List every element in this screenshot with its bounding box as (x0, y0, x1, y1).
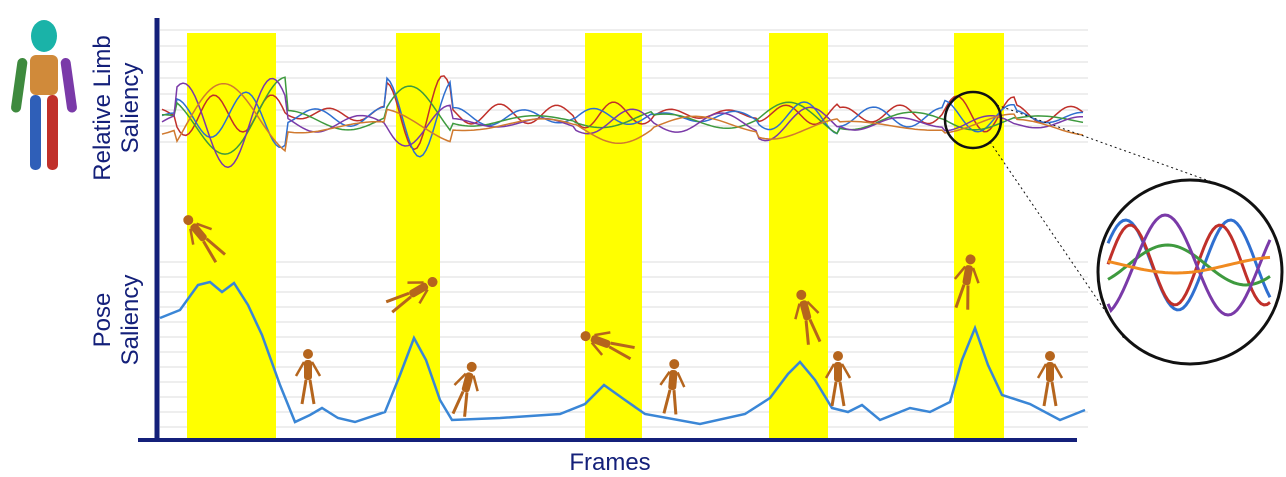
figure-arm (660, 371, 669, 386)
leg (30, 95, 41, 170)
arm (60, 57, 78, 113)
figure-arm (1054, 364, 1062, 378)
figure-leg (1044, 382, 1048, 406)
pose-figure (447, 359, 484, 418)
band (769, 33, 828, 440)
figure-leg (672, 390, 678, 414)
figure-arm (842, 364, 850, 378)
figure-arm (296, 362, 304, 376)
figure-leg (302, 380, 306, 404)
figure-leg (310, 380, 314, 404)
figure-leg (840, 382, 844, 406)
pose-figure (296, 349, 320, 404)
figure-arm (312, 362, 320, 376)
y-label-bottom: Pose (89, 293, 116, 348)
figure-arm (1038, 364, 1046, 378)
figure-leg (832, 382, 836, 406)
figure-body (1046, 362, 1054, 382)
figure-body (834, 362, 842, 382)
figure-head (466, 361, 478, 373)
band (585, 33, 642, 440)
leg (47, 95, 58, 170)
y-label-top: Saliency (117, 63, 144, 154)
figure-leg (1052, 382, 1056, 406)
figure-body (304, 360, 312, 380)
x-label: Frames (569, 449, 650, 476)
pose-figure (826, 351, 850, 406)
figure-head (833, 351, 843, 361)
y-label-bottom: Saliency (117, 275, 144, 366)
y-label-top: Relative Limb (89, 35, 116, 180)
figure-arm (676, 372, 685, 387)
figure-head (303, 349, 313, 359)
arm (10, 57, 28, 113)
head (31, 20, 57, 52)
figure: Relative Limb Saliency Pose Saliency Fra… (0, 0, 1286, 477)
pose-figure (1038, 351, 1062, 406)
figure-head (669, 359, 680, 370)
limb-figure (10, 20, 77, 170)
torso (30, 55, 58, 95)
figure-leg (664, 389, 670, 413)
figure-leg (453, 390, 463, 414)
figure-head (1045, 351, 1055, 361)
